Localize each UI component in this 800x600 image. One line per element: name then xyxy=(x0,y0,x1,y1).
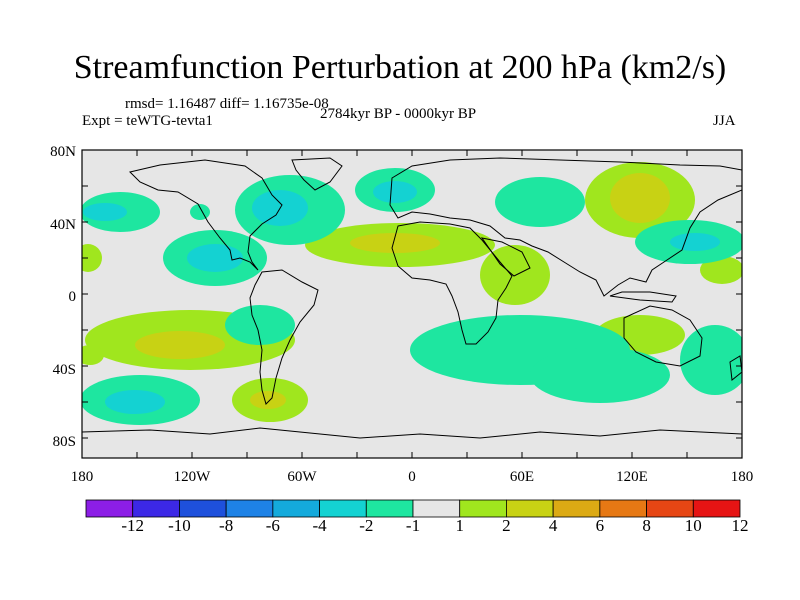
colorbar-label: -8 xyxy=(219,516,234,535)
coastline-greenland xyxy=(291,157,343,191)
contour-pos-capehorn-core xyxy=(250,391,286,409)
lon-tick-120e: 120E xyxy=(616,469,648,485)
colorbar-box xyxy=(225,499,274,518)
contour-neg-northwestpacific-core xyxy=(670,233,720,251)
lon-tick-60w: 60W xyxy=(287,469,317,485)
rmsd-diff-text: rmsd= 1.16487 diff= 1.16735e-08 xyxy=(125,96,329,112)
contour-pos-east-pacific xyxy=(700,256,742,284)
coastline-africa xyxy=(391,221,513,345)
contour-neg-westpacific-core xyxy=(187,244,243,272)
lon-tick-180e: 180 xyxy=(730,469,754,485)
lat-tick-80n: 80N xyxy=(50,144,76,160)
colorbar-label: -1 xyxy=(405,516,421,535)
contour-pos-northasia-core xyxy=(610,173,670,223)
coastline-indonesia xyxy=(609,291,677,303)
lat-tick-40n: 40N xyxy=(50,217,76,233)
contour-fields xyxy=(82,162,742,425)
time-period-text: 2784kyr BP - 0000kyr BP xyxy=(320,106,477,122)
colorbar-label: -6 xyxy=(265,516,280,535)
contour-neg-north-east-pacific xyxy=(190,204,210,220)
contour-neg-northpacific-core xyxy=(83,203,127,221)
contour-neg-southpacific-core xyxy=(105,390,165,414)
colorbar-label: 10 xyxy=(684,516,702,535)
lon-tick-60e: 60E xyxy=(509,469,535,485)
contour-pos-southpacific-core xyxy=(135,331,225,359)
coastlines xyxy=(82,157,742,439)
colorbar-label: 12 xyxy=(731,516,749,535)
map-title: Streamfunction Perturbation at 200 hPa (… xyxy=(73,49,727,86)
colorbar-label: 4 xyxy=(548,516,558,535)
colorbar-box xyxy=(692,499,741,518)
colorbar-box xyxy=(552,499,601,518)
coastline-australia xyxy=(623,305,703,367)
colorbar-label: -2 xyxy=(359,516,374,535)
colorbar-label: -4 xyxy=(312,516,327,535)
lat-tick-equator: 0 xyxy=(68,289,77,305)
colorbar-label: 8 xyxy=(642,516,651,535)
coastline-north-america xyxy=(129,159,283,271)
colorbar-box xyxy=(179,499,227,518)
lon-tick-120w: 120W xyxy=(173,469,211,485)
colorbar-box xyxy=(132,499,180,518)
colorbar-box xyxy=(365,499,414,518)
colorbar-label: -10 xyxy=(168,516,191,535)
coastline-arabia xyxy=(480,237,531,277)
coastline-eurasia xyxy=(389,157,742,297)
contour-neg-europe-core xyxy=(373,181,417,203)
colorbar xyxy=(85,499,741,518)
contour-neg-centralasia xyxy=(495,177,585,227)
axis-tick-marks xyxy=(81,149,743,458)
colorbar-box xyxy=(459,499,507,518)
colorbar-box xyxy=(506,499,554,518)
season-label: JJA xyxy=(713,113,736,129)
colorbar-box xyxy=(319,499,367,518)
coastline-new-zealand xyxy=(729,355,742,381)
contour-neg-southamerica xyxy=(225,305,295,345)
colorbar-box xyxy=(85,499,134,518)
contour-neg-southindian-east xyxy=(530,347,670,403)
lat-tick-80s: 80S xyxy=(52,434,76,450)
colorbar-label: 6 xyxy=(595,516,605,535)
coastline-antarctica xyxy=(82,427,742,439)
colorbar-box xyxy=(646,499,694,518)
colorbar-box xyxy=(272,499,320,518)
colorbar-box xyxy=(412,499,461,518)
contour-neg-australia-east xyxy=(680,325,742,395)
lon-tick-0: 0 xyxy=(408,469,416,485)
contour-pos-dateline-west xyxy=(82,244,102,272)
contour-pos-atlantic-core xyxy=(350,233,440,253)
coastline-south-america xyxy=(249,269,319,405)
colorbar-label: -12 xyxy=(121,516,145,535)
contour-pos-south-dateline xyxy=(82,345,104,365)
colorbar-label: 2 xyxy=(502,516,511,535)
colorbar-box xyxy=(599,499,647,518)
lon-tick-180w: 180 xyxy=(70,469,94,485)
colorbar-label: 1 xyxy=(455,516,464,535)
experiment-label: Expt = teWTG-tevta1 xyxy=(82,113,213,129)
lat-tick-40s: 40S xyxy=(52,362,76,378)
